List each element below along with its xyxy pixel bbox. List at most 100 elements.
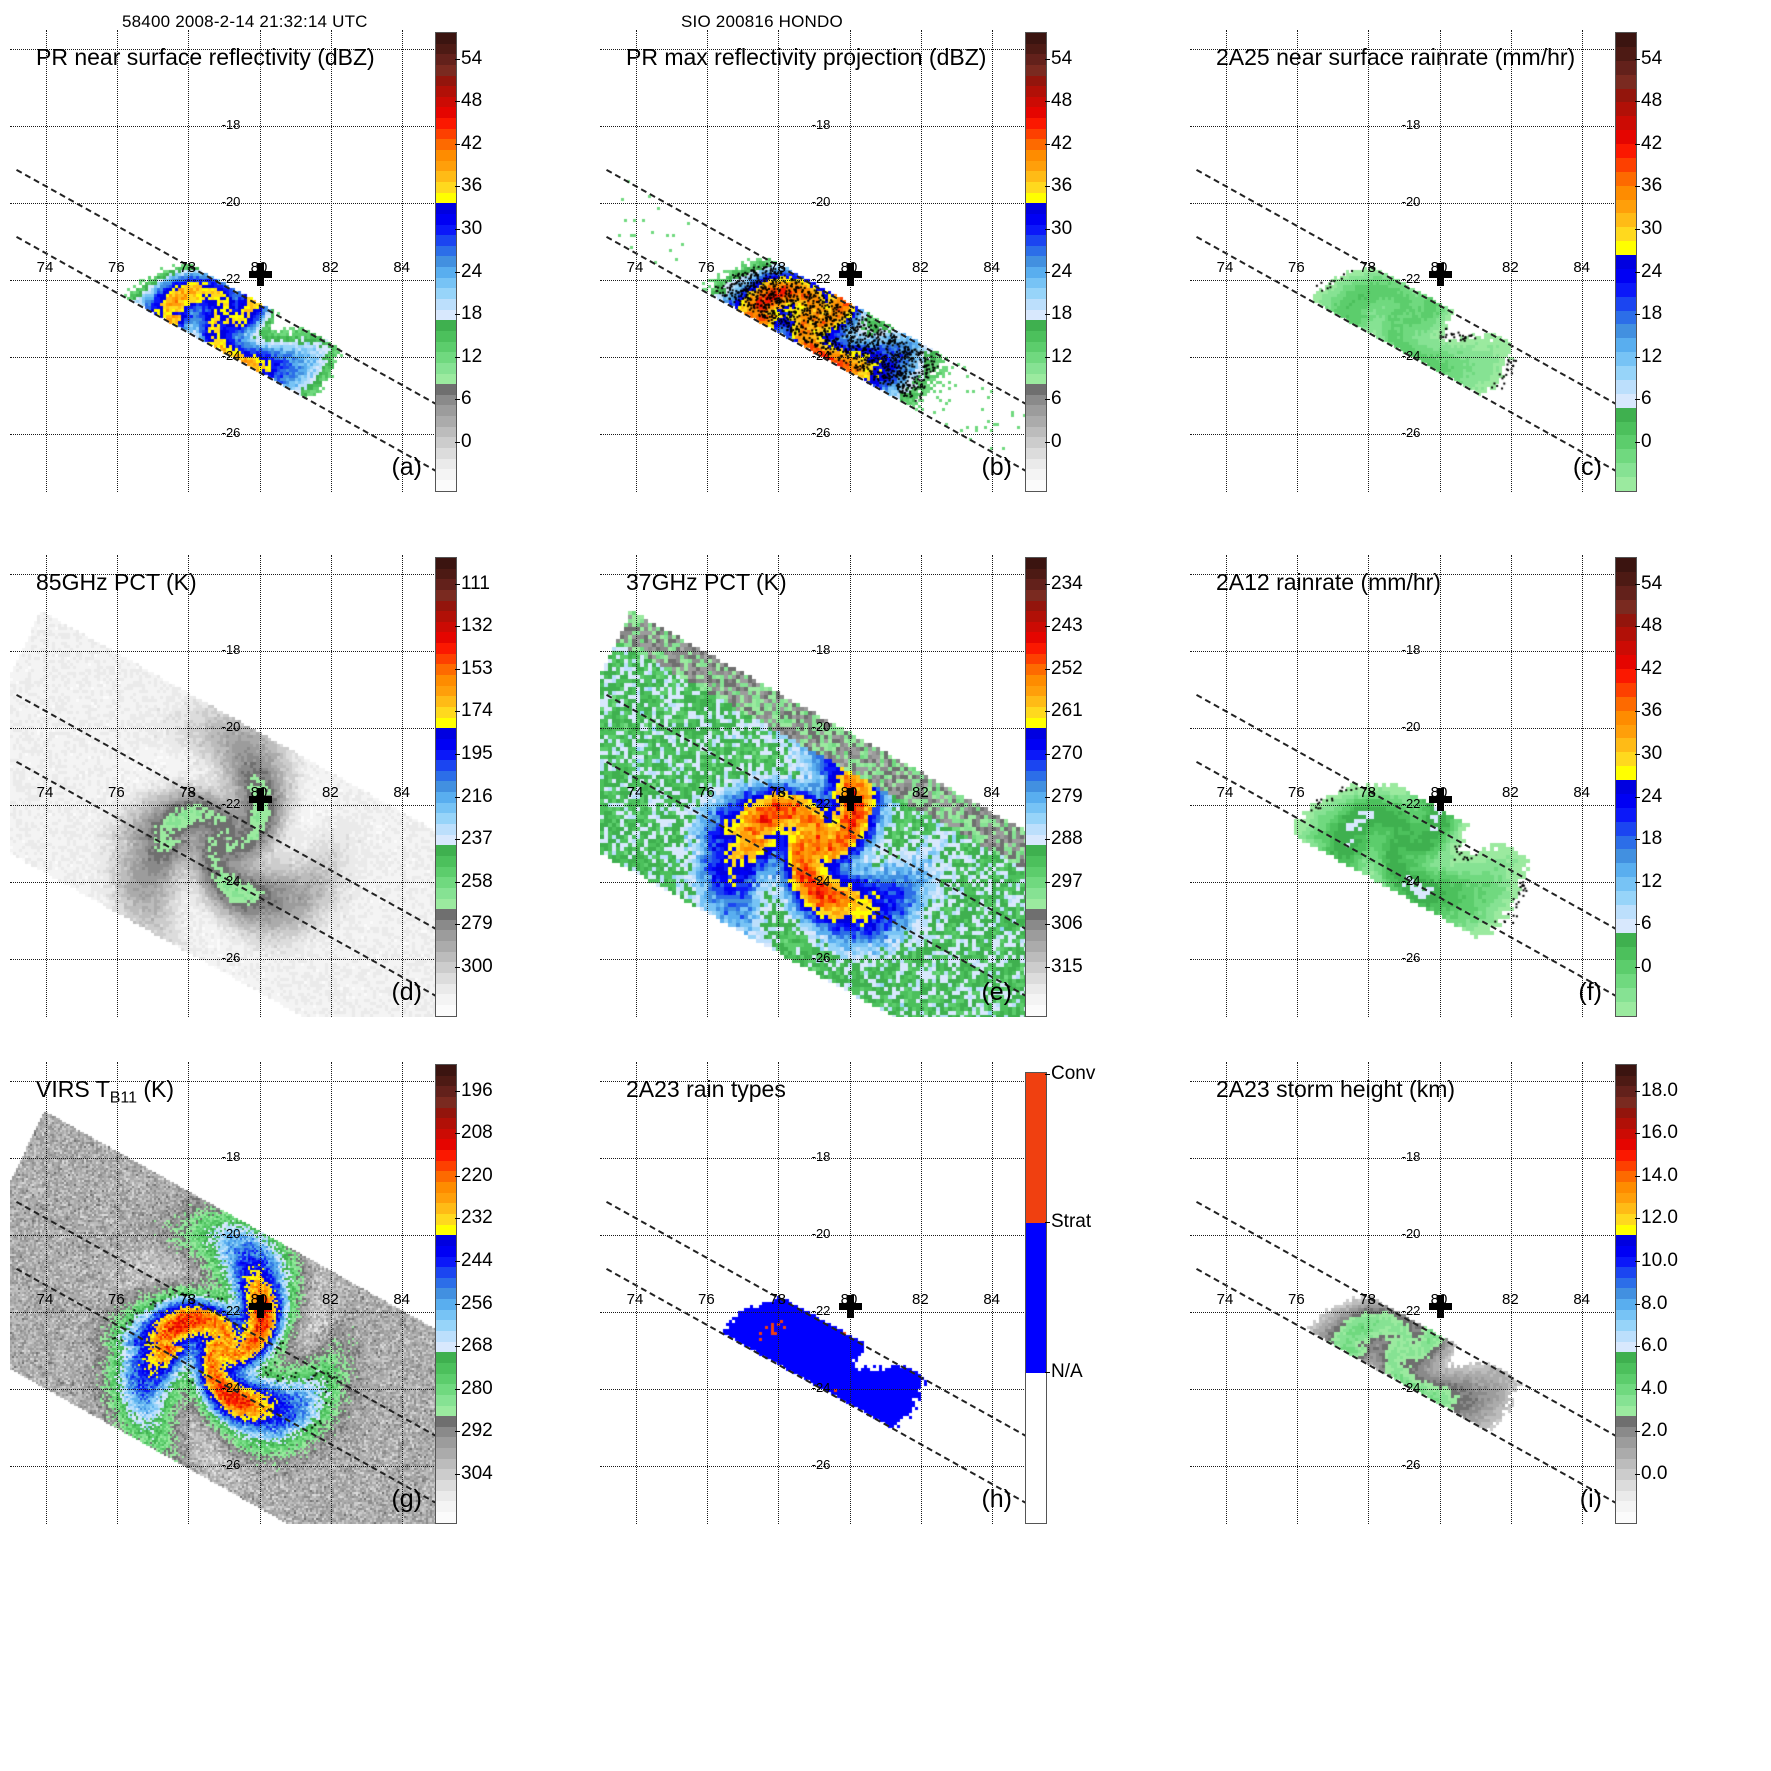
colorbar-segment [436, 426, 456, 438]
colorbar-tick-mark [1635, 356, 1640, 358]
lat-tick-label: -22 [221, 796, 241, 812]
colorbar-segment [436, 738, 456, 750]
colorbar-tick-label: 18 [461, 303, 483, 325]
colorbar-i [1615, 1064, 1637, 1524]
colorbar-tick-label: 42 [461, 132, 483, 154]
colorbar-tick-label: 12 [461, 345, 483, 367]
lat-tick-label: -20 [811, 719, 831, 735]
gridline-lon [778, 1062, 780, 1524]
colorbar-segment [436, 1182, 456, 1193]
colorbar-segment [436, 706, 456, 718]
colorbar-segment [436, 384, 456, 395]
colorbar-tick-label: 18 [1641, 303, 1663, 325]
colorbar-segment [436, 621, 456, 633]
colorbar-tick-mark [1045, 626, 1050, 628]
colorbar-segment [1616, 171, 1636, 186]
colorbar-segment [436, 373, 456, 385]
colorbar-tick-label: 24 [1641, 785, 1663, 807]
colorbar-segment [1616, 1267, 1636, 1278]
gridline-lon [921, 1062, 922, 1524]
colorbar-h [1025, 1072, 1047, 1524]
colorbar-segment [1616, 1469, 1636, 1480]
colorbar-segment [1026, 437, 1046, 448]
colorbar-segment [1026, 664, 1046, 676]
colorbar-tick-label: 4.0 [1641, 1377, 1668, 1399]
colorbar-tick-label: 196 [461, 1079, 493, 1101]
colorbar-segment [1026, 192, 1046, 204]
colorbar-tick-label: 153 [461, 657, 493, 679]
lat-tick-label: -16 [1425, 30, 1442, 32]
lat-tick-label: -22 [811, 1303, 831, 1319]
colorbar-segment [1026, 887, 1046, 899]
colorbar-segment [436, 1235, 456, 1246]
colorbar-tick-label: 48 [1641, 90, 1663, 112]
colorbar-segment [1616, 918, 1636, 933]
lon-tick-label: 74 [36, 259, 54, 277]
lon-tick-label: 82 [912, 1291, 929, 1309]
gridline-lat [10, 434, 438, 436]
gridline-lat [600, 203, 1028, 205]
colorbar-segment [436, 579, 456, 590]
colorbar-segment [436, 1511, 456, 1523]
colorbar-segment [1616, 1107, 1636, 1119]
colorbar-tick-mark [1045, 1221, 1050, 1223]
lon-tick-label: 74 [626, 784, 644, 802]
panel-title-c: 2A25 near surface rainrate (mm/hr) [1216, 44, 1576, 70]
colorbar-tick-mark [1635, 271, 1640, 273]
gridline-lat [1190, 805, 1618, 807]
colorbar-tick-mark [455, 101, 460, 103]
colorbar-tick-mark [1045, 101, 1050, 103]
gridline-lon [1225, 30, 1227, 492]
colorbar-tick-mark [1635, 583, 1640, 585]
colorbar-segment [436, 341, 456, 353]
colorbar-tick-mark [455, 1090, 460, 1092]
colorbar-segment [1026, 589, 1046, 601]
colorbar-segment [436, 983, 456, 995]
colorbar-tick-mark [455, 1133, 460, 1135]
colorbar-segment [436, 1331, 456, 1342]
colorbar-segment [1026, 277, 1046, 289]
colorbar-segment [436, 43, 456, 55]
colorbar-segment [436, 277, 456, 289]
colorbar-tick-mark [1635, 924, 1640, 926]
colorbar-segment [1026, 951, 1046, 963]
colorbar-segment [1616, 571, 1636, 586]
colorbar-segment [436, 589, 456, 601]
lon-tick-label: 84 [983, 1291, 1001, 1309]
colorbar-tick-label: 10.0 [1641, 1249, 1678, 1271]
colorbar-segment [1616, 1002, 1636, 1016]
panel-title-i: 2A23 storm height (km) [1216, 1076, 1456, 1102]
gridline-lat [10, 882, 438, 884]
colorbar-segment [1616, 1437, 1636, 1449]
lon-tick-label: 84 [983, 259, 1001, 277]
colorbar-tick-mark [1635, 711, 1640, 713]
colorbar-segment [1616, 1075, 1636, 1087]
data-layer-a [10, 30, 438, 492]
gridline-lon [188, 1062, 190, 1524]
lat-tick-label: -26 [221, 1457, 241, 1473]
lat-tick-label: -16 [245, 1062, 262, 1064]
colorbar-segment [436, 898, 456, 910]
colorbar-segment [436, 1341, 456, 1353]
colorbar-segment [1616, 1448, 1636, 1459]
colorbar-tick-mark [1635, 314, 1640, 316]
colorbar-segment [436, 33, 456, 44]
colorbar-segment [436, 568, 456, 580]
colorbar-segment [436, 181, 456, 193]
colorbar-segment [1026, 994, 1046, 1005]
lon-tick-label: 78 [1359, 259, 1377, 277]
colorbar-b [1025, 32, 1047, 492]
gridline-lon [635, 1062, 637, 1524]
gridline-lat [1190, 1235, 1618, 1237]
